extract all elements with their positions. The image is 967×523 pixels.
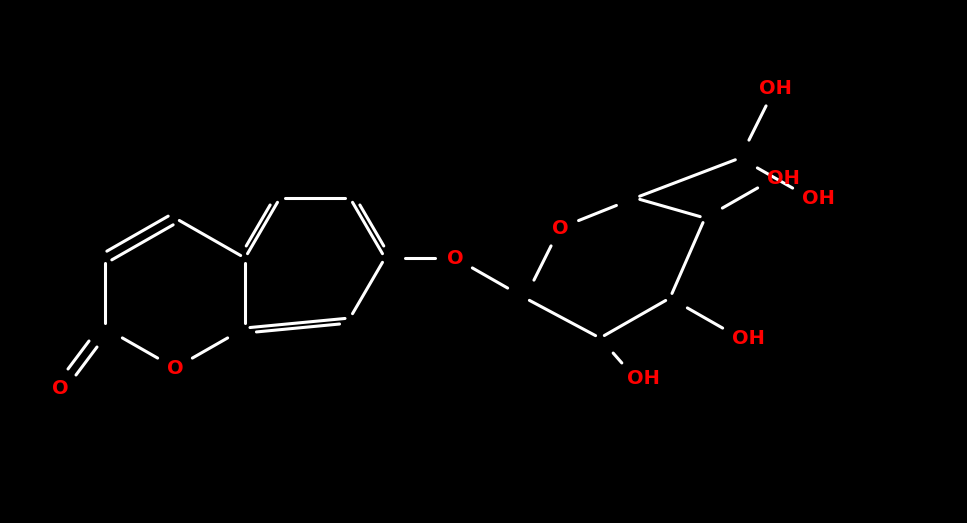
Text: O: O (51, 379, 69, 397)
Text: O: O (166, 358, 184, 378)
Text: OH: OH (758, 78, 791, 97)
Text: OH: OH (802, 188, 835, 208)
Text: OH: OH (732, 328, 765, 347)
Text: O: O (552, 219, 569, 237)
Text: OH: OH (767, 168, 800, 188)
Text: O: O (447, 248, 463, 267)
Text: OH: OH (627, 369, 659, 388)
